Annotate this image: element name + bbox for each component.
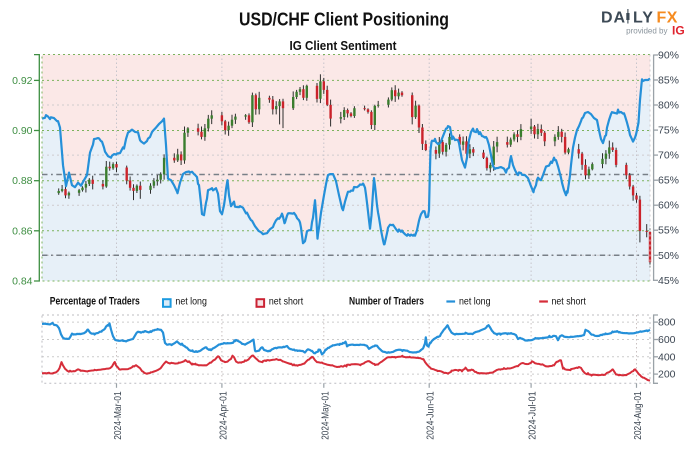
- svg-text:2024-Jun-01: 2024-Jun-01: [426, 391, 437, 440]
- svg-text:net short: net short: [552, 296, 586, 308]
- svg-text:0.88: 0.88: [12, 175, 33, 187]
- svg-text:600: 600: [658, 334, 676, 346]
- svg-text:800: 800: [658, 317, 676, 329]
- svg-text:2024-Mar-01: 2024-Mar-01: [113, 391, 124, 440]
- svg-text:45%: 45%: [658, 275, 679, 287]
- svg-text:2024-Aug-01: 2024-Aug-01: [633, 391, 644, 440]
- svg-text:Percentage of Traders: Percentage of Traders: [50, 296, 140, 308]
- svg-text:0.86: 0.86: [12, 225, 33, 237]
- svg-text:net long: net long: [459, 296, 491, 308]
- svg-text:2024-Jul-01: 2024-Jul-01: [528, 391, 539, 440]
- svg-text:FX: FX: [657, 10, 678, 27]
- svg-text:net long: net long: [175, 296, 207, 308]
- svg-text:LY: LY: [633, 10, 654, 27]
- svg-text:2024-Apr-01: 2024-Apr-01: [218, 391, 229, 440]
- svg-text:70%: 70%: [658, 150, 679, 162]
- svg-text:IG: IG: [672, 24, 685, 38]
- svg-text:DA: DA: [601, 10, 626, 27]
- svg-text:provided by: provided by: [626, 27, 667, 36]
- svg-text:90%: 90%: [658, 50, 679, 62]
- svg-text:0.90: 0.90: [12, 125, 33, 137]
- svg-text:85%: 85%: [658, 75, 679, 87]
- svg-text:55%: 55%: [658, 225, 679, 237]
- svg-text:Number of Traders: Number of Traders: [349, 296, 424, 308]
- svg-text:80%: 80%: [658, 100, 679, 112]
- svg-text:0.84: 0.84: [12, 276, 33, 288]
- svg-text:net short: net short: [269, 296, 303, 308]
- svg-text:2024-May-01: 2024-May-01: [320, 391, 331, 440]
- svg-text:75%: 75%: [658, 125, 679, 137]
- svg-text:65%: 65%: [658, 175, 679, 187]
- svg-text:400: 400: [658, 351, 676, 363]
- svg-text:0.92: 0.92: [12, 75, 33, 87]
- svg-text:50%: 50%: [658, 250, 679, 262]
- svg-text:60%: 60%: [658, 200, 679, 212]
- svg-text:200: 200: [658, 369, 676, 381]
- svg-text:USD/CHF Client Positioning: USD/CHF Client Positioning: [239, 10, 449, 30]
- svg-text:IG Client Sentiment: IG Client Sentiment: [290, 38, 398, 53]
